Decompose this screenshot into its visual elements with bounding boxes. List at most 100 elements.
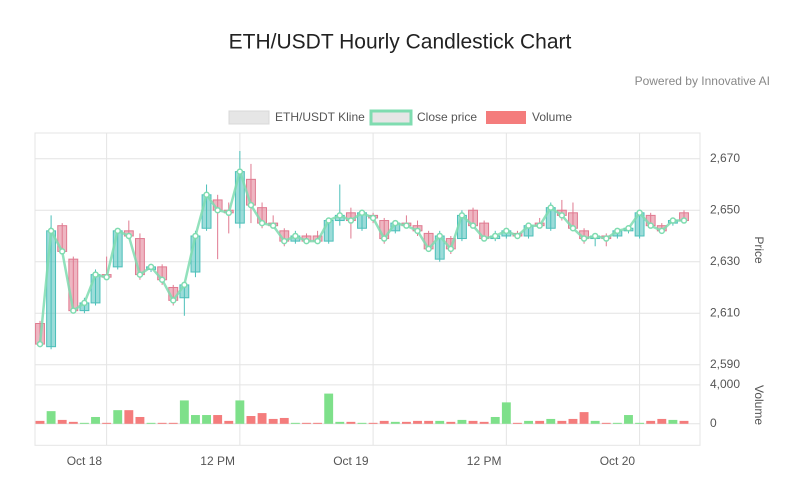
close-point: [281, 237, 288, 245]
volume-bar: [435, 420, 445, 424]
legend-swatch: [228, 110, 270, 125]
close-point: [181, 281, 188, 289]
close-point: [147, 263, 155, 271]
close-point: [491, 232, 499, 240]
volume-bar: [446, 421, 456, 424]
close-point: [336, 212, 344, 219]
legend-swatch: [369, 109, 413, 126]
volume-bar: [168, 422, 178, 424]
close-point: [447, 245, 455, 253]
volume-bar: [124, 410, 134, 424]
close-point: [558, 212, 566, 219]
volume-bar: [524, 420, 533, 424]
close-point: [580, 235, 588, 242]
x-tick-label: Oct 18: [67, 454, 103, 468]
candle-body: [134, 238, 145, 276]
volume-bar: [157, 422, 167, 424]
volume-bar: [601, 422, 611, 424]
volume-bar: [668, 419, 678, 424]
volume-bar: [579, 412, 589, 424]
volume-bar: [557, 420, 567, 424]
close-point: [525, 222, 532, 229]
volume-bar: [546, 418, 556, 424]
x-tick-label: Oct 20: [600, 454, 636, 468]
volume-bar: [146, 422, 156, 424]
close-point: [70, 307, 77, 314]
volume-bar: [290, 422, 300, 424]
volume-bar: [213, 415, 223, 424]
legend-label[interactable]: Volume: [532, 110, 572, 124]
close-point: [36, 340, 44, 348]
chart-title: ETH/USDT Hourly Candlestick Chart: [229, 31, 572, 54]
volume-bar: [79, 422, 89, 424]
close-point: [325, 217, 332, 224]
volume-bar: [346, 421, 356, 424]
close-point: [480, 235, 488, 242]
volume-bar: [413, 420, 422, 424]
volume-bar: [513, 422, 522, 424]
close-point: [591, 232, 599, 240]
x-tick-label: Oct 19: [333, 454, 369, 468]
close-point: [369, 214, 377, 222]
y-tick-label: 2,650: [710, 202, 740, 216]
volume-bar: [368, 422, 378, 424]
volume-bar: [335, 421, 345, 424]
candle-body: [90, 274, 101, 304]
legend-label[interactable]: ETH/USDT Kline: [275, 110, 365, 124]
close-point: [192, 232, 199, 240]
close-point: [347, 217, 355, 224]
volume-bar: [457, 419, 467, 424]
close-point: [536, 222, 543, 229]
close-point: [603, 235, 610, 242]
candle-body: [68, 258, 79, 312]
volume-bar: [57, 419, 67, 424]
volume-bar: [35, 420, 45, 424]
close-point: [503, 227, 510, 235]
close-point: [658, 227, 666, 235]
close-point: [669, 217, 677, 224]
volume-bar: [224, 420, 234, 424]
close-point: [614, 227, 621, 235]
volume-bar: [113, 410, 123, 424]
y2-tick-label: 4,000: [710, 377, 740, 391]
close-point: [436, 232, 443, 240]
close-point: [269, 222, 277, 229]
volume-bar: [68, 421, 78, 424]
close-point: [136, 271, 144, 278]
volume-bar: [102, 422, 112, 424]
legend-label[interactable]: Close price: [417, 110, 477, 124]
volume-bar: [257, 413, 267, 424]
close-point: [392, 219, 399, 227]
close-point: [414, 227, 421, 235]
volume-bar: [357, 422, 367, 424]
volume-bar: [401, 421, 411, 424]
close-point: [158, 276, 166, 283]
volume-bar: [46, 411, 56, 424]
y-tick-label: 2,670: [710, 151, 740, 165]
volume-bar: [191, 415, 200, 424]
close-point: [81, 299, 88, 307]
close-point: [303, 237, 310, 245]
close-point: [403, 222, 410, 229]
volume-bar: [590, 420, 600, 424]
volume-bar: [679, 420, 689, 424]
candle-body: [46, 230, 57, 348]
close-point: [458, 212, 466, 219]
close-point: [214, 206, 221, 214]
volume-bar: [246, 416, 256, 424]
volume-bar: [612, 422, 622, 424]
chart-subtitle: Powered by Innovative AI: [635, 74, 770, 88]
volume-bar: [179, 400, 189, 424]
volume-bar: [279, 417, 289, 424]
volume-bar: [390, 421, 400, 424]
x-tick-label: 12 PM: [200, 454, 235, 468]
y2-tick-label: 0: [710, 416, 717, 430]
volume-bar: [490, 416, 500, 424]
volume-bar: [657, 418, 667, 424]
close-point: [625, 225, 632, 232]
close-point: [636, 209, 643, 217]
legend-swatch: [486, 111, 526, 124]
volume-bar: [624, 415, 633, 424]
volume-bar: [646, 420, 656, 424]
